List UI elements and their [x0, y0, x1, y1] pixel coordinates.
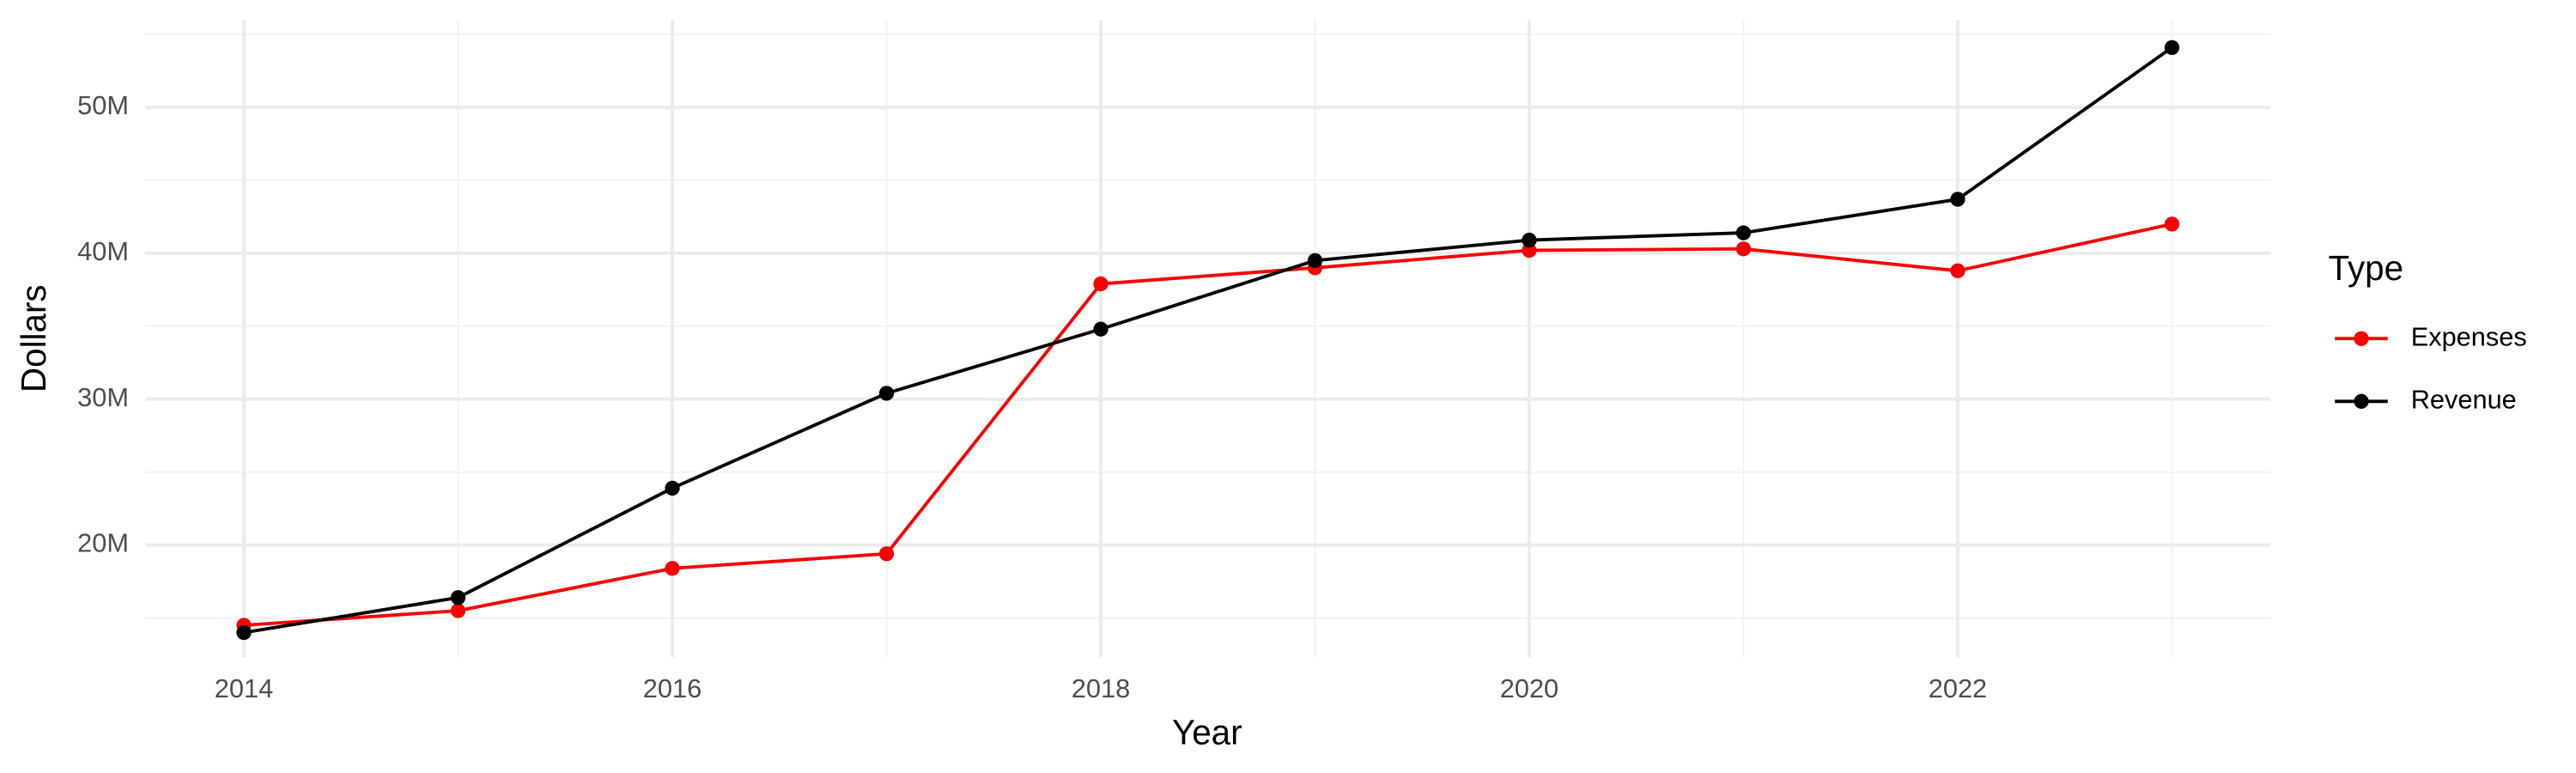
marks: [236, 40, 2180, 641]
point: [1735, 241, 1752, 257]
x-tick-label: 2020: [1500, 673, 1558, 703]
point: [1950, 263, 1965, 278]
point: [1307, 253, 1323, 269]
x-tick-label: 2014: [215, 673, 273, 703]
point: [1093, 321, 1109, 337]
y-tick-label: 50M: [77, 90, 129, 120]
legend-label: Expenses: [2411, 321, 2527, 351]
x-tick-label: 2016: [643, 673, 702, 703]
y-axis-label: Dollars: [14, 284, 53, 393]
point: [878, 386, 895, 401]
point: [878, 546, 895, 562]
y-tick-label: 40M: [77, 236, 129, 266]
x-tick-label: 2022: [1929, 673, 1987, 703]
point: [2164, 40, 2180, 56]
y-tick-label: 20M: [77, 528, 129, 558]
point: [665, 561, 680, 576]
point: [1522, 242, 1537, 259]
point: [236, 624, 252, 641]
point: [665, 480, 680, 496]
grid: [145, 20, 2271, 658]
point: [450, 603, 466, 618]
legend-title: Type: [2329, 248, 2404, 288]
y-tick-label: 30M: [77, 382, 129, 412]
legend-key-point: [2354, 393, 2369, 409]
series-line: [243, 222, 2172, 627]
x-tick-label: 2018: [1072, 673, 1130, 703]
point: [1735, 225, 1752, 240]
x-axis-label: Year: [1172, 712, 1242, 752]
point: [1950, 192, 1965, 207]
legend-label: Revenue: [2411, 384, 2517, 414]
point: [1093, 276, 1109, 292]
point: [2164, 216, 2180, 232]
point: [450, 590, 466, 606]
point: [1522, 232, 1537, 248]
series-line: [243, 46, 2173, 635]
legend-key-point: [2354, 331, 2369, 346]
